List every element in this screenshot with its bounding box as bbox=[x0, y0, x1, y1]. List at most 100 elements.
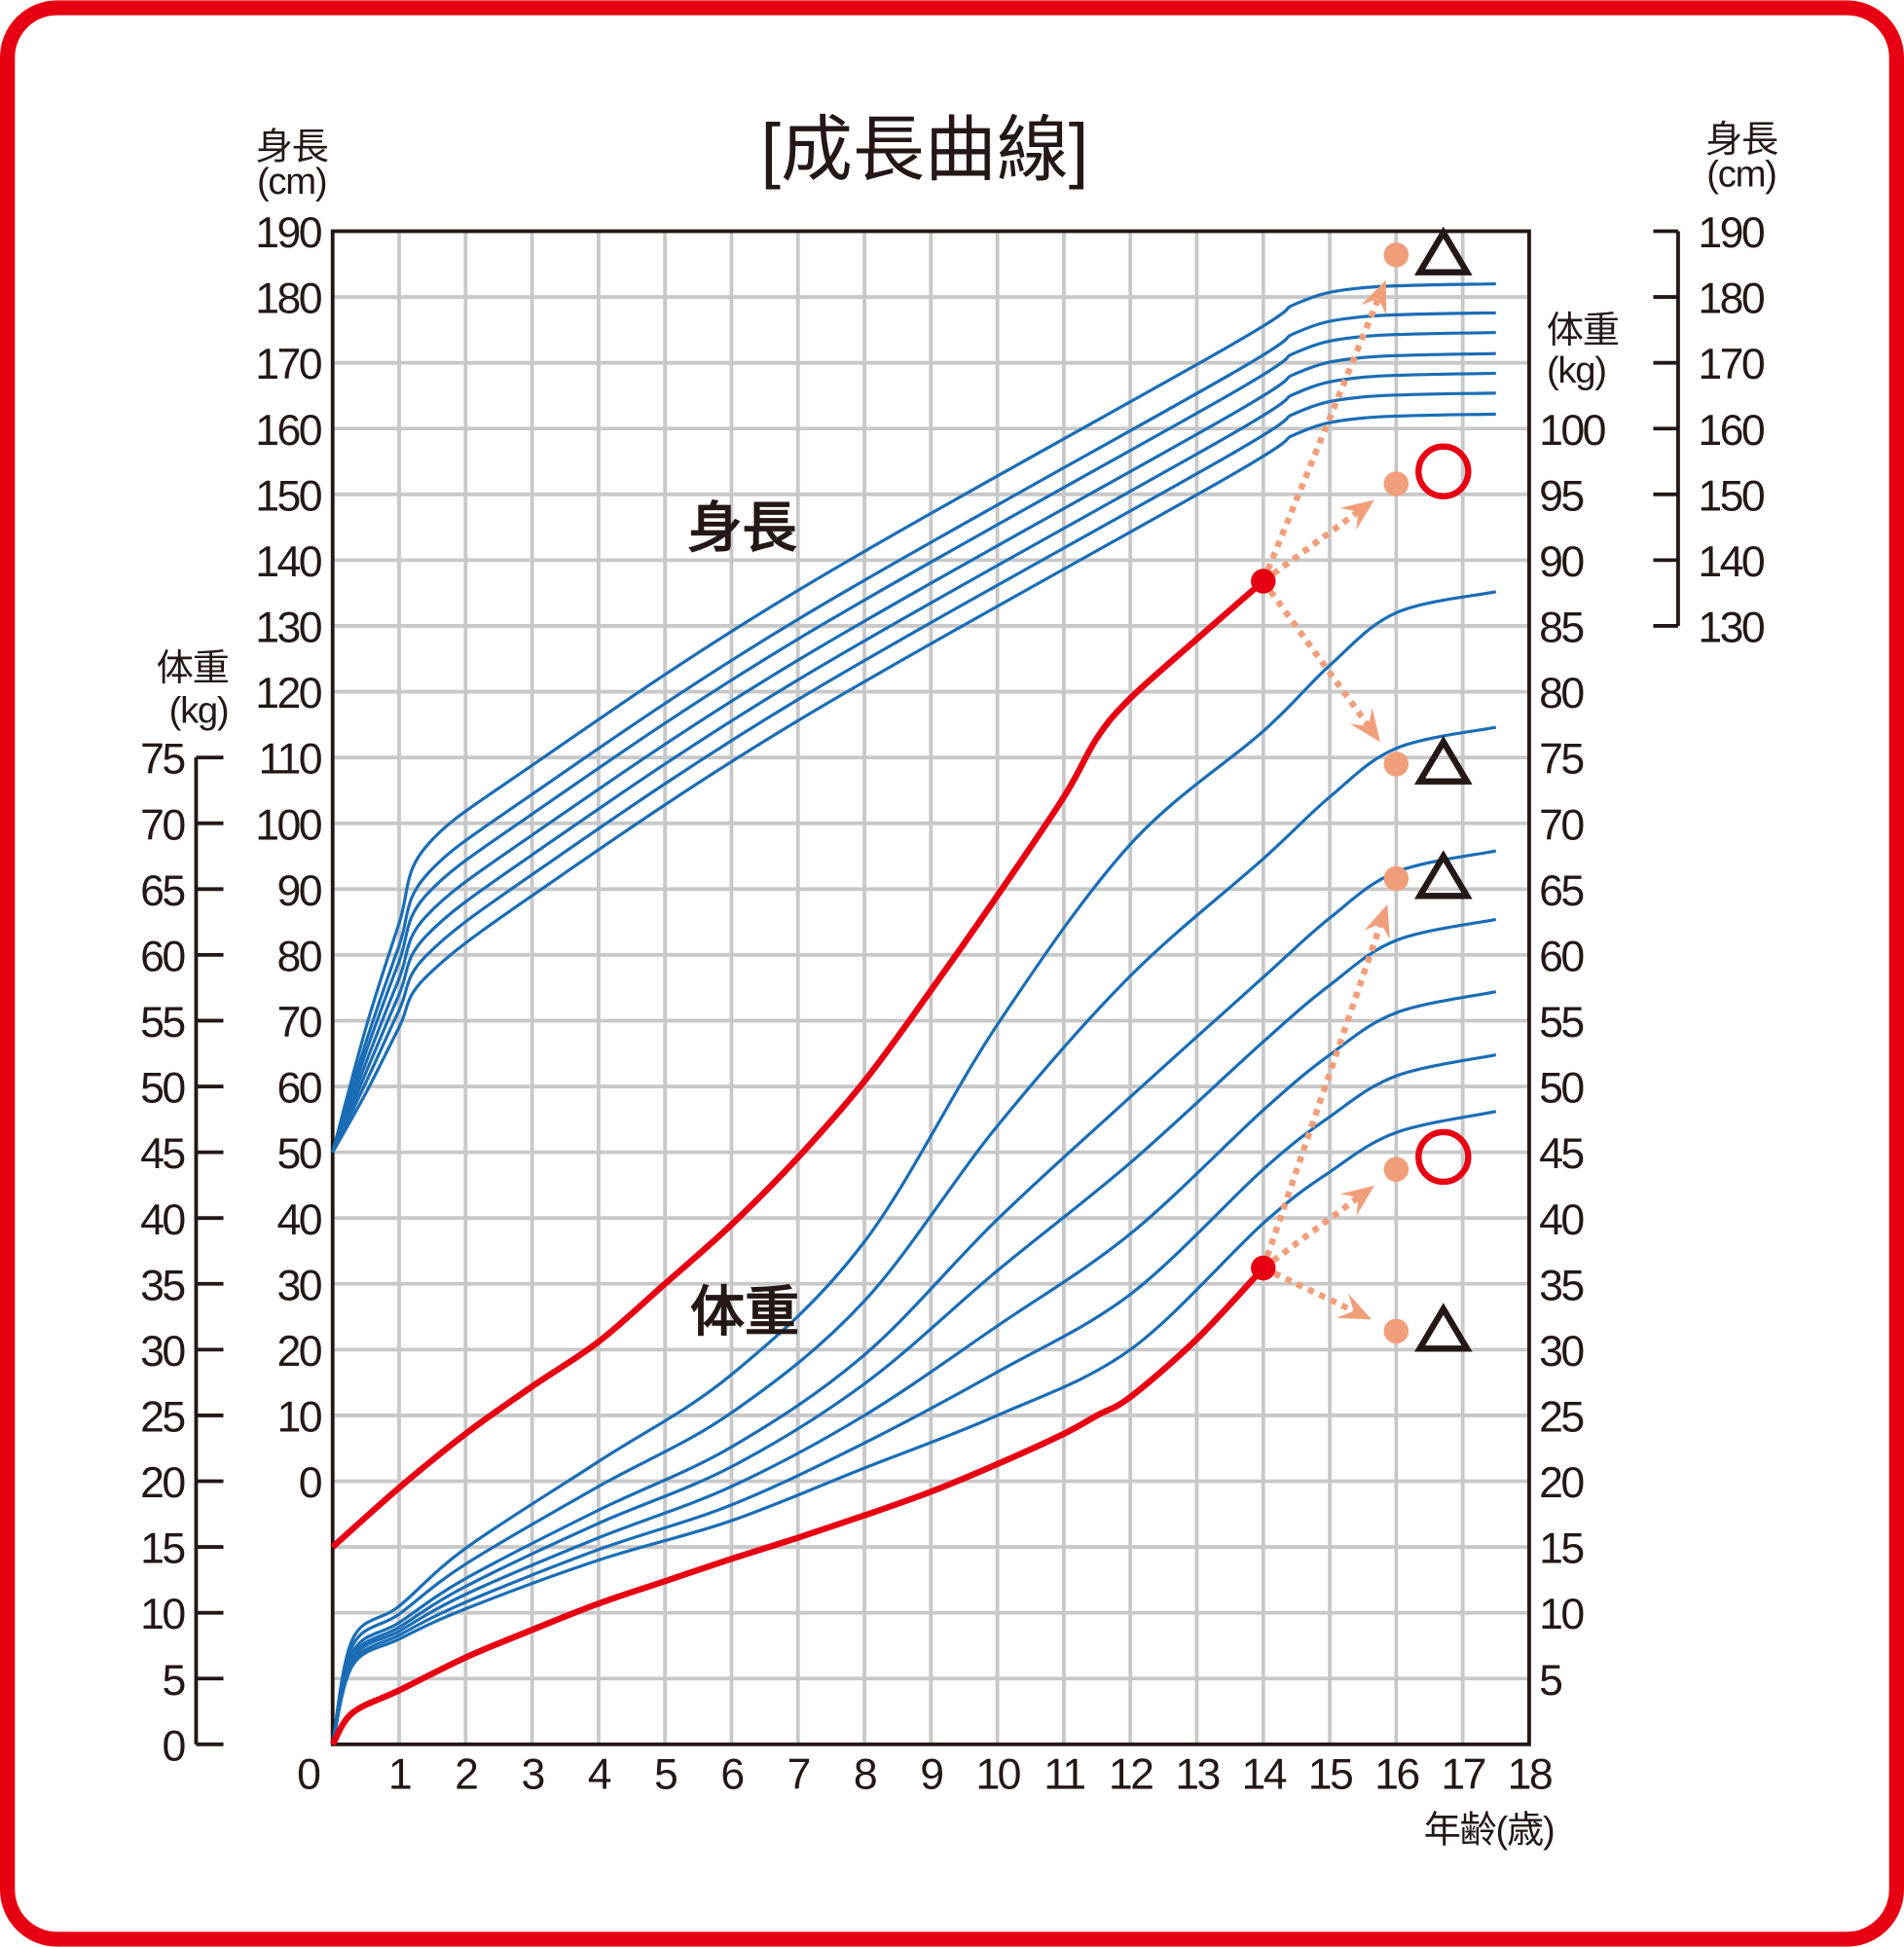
weight-reference-curve bbox=[331, 1053, 1497, 1745]
left-height-tick-label: 100 bbox=[255, 801, 322, 849]
right-height-tick-label: 160 bbox=[1698, 407, 1765, 455]
left-height-tick-label: 120 bbox=[255, 670, 322, 717]
right-weight-tick-label: 35 bbox=[1539, 1262, 1583, 1309]
x-tick-label: 5 bbox=[654, 1751, 677, 1799]
x-tick-label: 6 bbox=[720, 1751, 743, 1799]
right-weight-axis-unit: (kg) bbox=[1547, 349, 1606, 391]
reference-curves bbox=[331, 281, 1497, 1745]
left-weight-tick-label: 65 bbox=[140, 867, 184, 915]
right-weight-tick-label: 75 bbox=[1539, 736, 1583, 784]
left-weight-tick-label: 60 bbox=[140, 933, 185, 980]
right-weight-tick-label: 70 bbox=[1539, 801, 1584, 849]
forecast-arrow-line bbox=[1260, 295, 1382, 583]
height-reference-curve bbox=[331, 371, 1496, 1154]
left-weight-tick-label: 50 bbox=[140, 1065, 185, 1113]
left-weight-axis-title: 体重 bbox=[157, 647, 229, 689]
left-weight-tick-label: 15 bbox=[140, 1525, 184, 1573]
right-weight-tick-label: 60 bbox=[1539, 933, 1584, 980]
left-height-tick-label: 110 bbox=[259, 736, 322, 784]
x-tick-label: 0 bbox=[297, 1751, 320, 1799]
left-weight-tick-label: 10 bbox=[140, 1591, 185, 1638]
left-weight-tick-label: 55 bbox=[140, 999, 184, 1047]
left-height-tick-label: 140 bbox=[255, 538, 322, 586]
right-weight-tick-label: 80 bbox=[1539, 670, 1584, 717]
right-weight-tick-label: 55 bbox=[1539, 999, 1583, 1047]
forecast-point bbox=[1383, 471, 1410, 496]
height-reference-curve bbox=[331, 351, 1496, 1154]
right-height-tick-label: 130 bbox=[1698, 605, 1765, 652]
arrowhead-icon bbox=[1336, 1293, 1373, 1320]
x-tick-label: 2 bbox=[455, 1751, 477, 1799]
height-reference-curve bbox=[331, 412, 1496, 1154]
weight-reference-curve bbox=[331, 1110, 1497, 1745]
left-height-tick-label: 90 bbox=[276, 867, 321, 915]
grid bbox=[330, 229, 1531, 1746]
child-weight-line bbox=[329, 1266, 1266, 1746]
right-weight-tick-label: 20 bbox=[1539, 1459, 1584, 1507]
left-weight-tick-label: 30 bbox=[140, 1328, 185, 1376]
right-weight-axis-title: 体重 bbox=[1547, 310, 1619, 351]
left-height-tick-label: 190 bbox=[255, 209, 322, 257]
left-height-tick-label: 80 bbox=[276, 933, 321, 980]
child-height-current-point bbox=[1251, 569, 1276, 594]
right-weight-tick-label: 95 bbox=[1539, 472, 1583, 520]
forecast-point bbox=[1383, 865, 1410, 892]
weight-curve-label: 体重 bbox=[690, 1281, 799, 1342]
left-weight-tick-label: 25 bbox=[140, 1394, 184, 1442]
left-weight-tick-label: 40 bbox=[140, 1196, 185, 1244]
height-reference-curve bbox=[331, 311, 1496, 1154]
forecast-arrow-line bbox=[1262, 1265, 1358, 1315]
left-height-axis-title: 身長 bbox=[256, 127, 329, 168]
left-weight-tick-label: 45 bbox=[140, 1130, 184, 1178]
arrowhead-icon bbox=[1364, 904, 1390, 939]
forecast-arrows bbox=[1251, 226, 1473, 1352]
right-weight-tick-label: 10 bbox=[1539, 1591, 1584, 1638]
x-tick-label: 12 bbox=[1109, 1751, 1153, 1799]
left-weight-tick-label: 75 bbox=[140, 736, 184, 784]
forecast-point bbox=[1383, 1318, 1410, 1344]
triangle-mark-icon bbox=[1413, 226, 1473, 276]
child-height-line bbox=[330, 578, 1265, 1550]
triangle-mark-icon bbox=[1413, 1303, 1473, 1352]
right-weight-tick-label: 25 bbox=[1539, 1394, 1583, 1442]
x-tick-label: 16 bbox=[1374, 1751, 1418, 1799]
left-weight-tick-label: 35 bbox=[140, 1262, 184, 1309]
height-reference-curve bbox=[331, 330, 1496, 1154]
left-height-tick-label: 20 bbox=[276, 1328, 321, 1376]
plot-frame bbox=[330, 229, 1531, 1746]
right-weight-tick-label: 40 bbox=[1539, 1196, 1584, 1244]
forecast-arrow-line bbox=[1261, 507, 1363, 584]
forecast-point bbox=[1383, 1157, 1410, 1182]
weight-reference-curve bbox=[331, 849, 1497, 1745]
right-weight-tick-label: 100 bbox=[1539, 407, 1606, 455]
right-weight-tick-label: 65 bbox=[1539, 867, 1583, 915]
right-weight-tick-label: 90 bbox=[1539, 538, 1584, 586]
left-height-tick-label: 10 bbox=[276, 1394, 321, 1442]
left-weight-tick-label: 5 bbox=[162, 1657, 184, 1705]
x-tick-label: 17 bbox=[1441, 1751, 1484, 1799]
right-height-axis-title: 身長 bbox=[1705, 119, 1778, 161]
height-curve-label: 身長 bbox=[687, 496, 797, 558]
right-weight-tick-label: 30 bbox=[1539, 1328, 1584, 1376]
left-height-tick-label: 130 bbox=[255, 605, 322, 652]
x-tick-label: 8 bbox=[854, 1751, 876, 1799]
x-axis-title: 年齢(歳) bbox=[1424, 1810, 1555, 1852]
forecast-arrow-line bbox=[1261, 579, 1373, 730]
left-weight-tick-label: 70 bbox=[140, 801, 185, 849]
left-height-tick-label: 30 bbox=[276, 1262, 321, 1309]
right-height-axis-unit: (cm) bbox=[1706, 154, 1776, 196]
left-weight-tick-label: 0 bbox=[162, 1722, 185, 1770]
left-height-tick-label: 70 bbox=[276, 999, 321, 1047]
triangle-mark-icon bbox=[1413, 850, 1473, 900]
right-weight-tick-label: 45 bbox=[1539, 1130, 1583, 1178]
right-height-tick-label: 150 bbox=[1698, 472, 1765, 520]
x-tick-label: 14 bbox=[1242, 1751, 1287, 1799]
x-tick-label: 11 bbox=[1044, 1751, 1084, 1799]
left-height-tick-label: 150 bbox=[255, 472, 322, 520]
right-height-tick-label: 190 bbox=[1698, 209, 1765, 257]
weight-reference-curve bbox=[331, 725, 1497, 1745]
x-tick-label: 10 bbox=[975, 1751, 1020, 1799]
forecast-arrow-line bbox=[1261, 1193, 1363, 1271]
